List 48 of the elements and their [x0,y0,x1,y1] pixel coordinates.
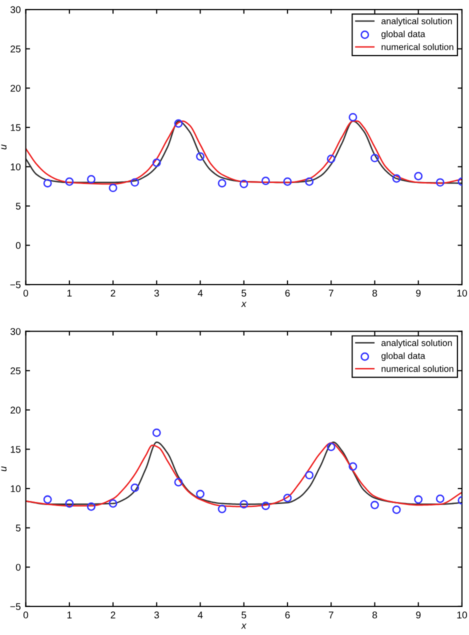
y-tick-label: 10 [10,485,21,492]
y-tick-label: 10 [10,163,21,170]
x-tick-label: 9 [416,612,421,618]
y-tick-label: 30 [10,6,21,14]
legend-label: analytical solution [381,18,452,26]
y-tick-label: 0 [16,242,21,249]
y-tick-label: 20 [10,406,21,414]
y-axis-title: u [1,144,7,150]
y-tick-label: 5 [16,524,21,532]
x-tick-label: 8 [372,290,378,297]
x-tick-label: 10 [457,290,467,297]
y-tick-label: −5 [10,603,21,610]
y-axis-title: u [1,466,7,472]
y-tick-label: 15 [10,446,21,453]
x-tick-label: 8 [372,612,378,618]
x-tick-label: 2 [110,290,116,296]
legend-label: analytical solution [381,339,452,348]
x-tick-label: 3 [154,290,159,297]
x-tick-label: 10 [457,612,467,618]
x-tick-label: 9 [416,290,421,297]
x-tick-label: 1 [67,612,72,618]
legend-label: global data [381,30,426,39]
x-tick-label: 1 [67,290,72,296]
y-tick-label: 20 [10,84,21,92]
x-axis-title: x [241,302,247,307]
y-tick-label: 15 [10,124,21,132]
x-tick-label: 0 [23,612,28,618]
x-tick-label: 3 [154,612,159,618]
x-axis-title: x [241,624,247,629]
y-tick-label: 25 [10,367,21,374]
legend-label: numerical solution [382,365,454,372]
x-tick-label: 6 [285,612,290,618]
x-tick-label: 4 [198,612,203,618]
y-tick-label: 25 [10,46,21,52]
y-tick-label: 5 [16,202,21,210]
x-tick-label: 7 [328,290,334,296]
x-tick-label: 7 [328,612,334,618]
y-tick-label: 0 [16,564,21,571]
x-tick-label: 4 [198,290,203,296]
x-tick-label: 6 [285,290,290,297]
x-tick-label: 2 [110,612,116,618]
legend-label: numerical solution [382,44,454,50]
y-tick-label: −5 [10,281,21,288]
x-tick-label: 0 [23,290,28,297]
legend-label: global data [381,352,426,361]
x-tick-label: 5 [242,290,246,297]
x-tick-label: 5 [242,612,246,618]
y-tick-label: 30 [10,328,21,335]
